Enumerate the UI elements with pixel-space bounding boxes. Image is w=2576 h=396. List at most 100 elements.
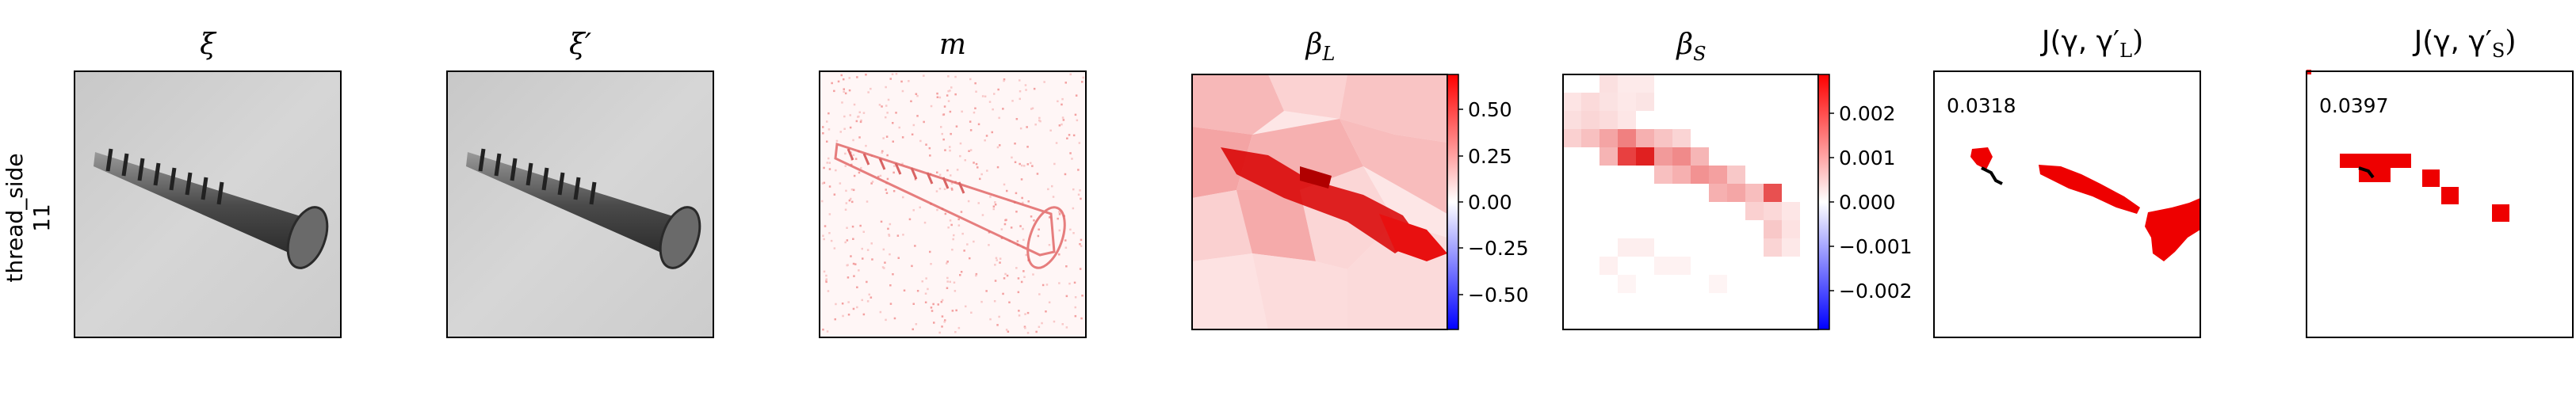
noise-speck <box>862 230 865 233</box>
noise-speck <box>834 318 836 321</box>
noise-speck <box>826 140 828 143</box>
noise-speck <box>846 239 849 242</box>
noise-speck <box>1038 293 1041 295</box>
noise-speck <box>889 253 891 256</box>
noise-speck <box>1019 127 1022 130</box>
noise-speck <box>852 139 854 142</box>
noise-speck <box>949 110 952 113</box>
noise-speck <box>912 328 914 330</box>
noise-speck <box>974 82 977 85</box>
noise-speck <box>916 94 919 97</box>
noise-speck <box>1015 267 1018 269</box>
noise-speck <box>860 166 862 169</box>
noise-speck <box>1030 162 1032 165</box>
noise-speck <box>844 241 847 244</box>
noise-speck <box>1049 129 1052 131</box>
grid-cell <box>1636 129 1654 147</box>
colorbar-S-tick-1: 0.002 <box>1839 102 1896 125</box>
noise-speck <box>855 120 858 123</box>
noise-speck <box>937 303 939 306</box>
noise-speck <box>852 238 854 240</box>
noise-speck <box>1061 103 1063 106</box>
panel-J-S-score: 0.0397 <box>2319 94 2388 117</box>
noise-speck <box>969 120 972 123</box>
noise-speck <box>892 171 895 174</box>
noise-speck <box>839 182 842 185</box>
noise-speck <box>850 151 853 154</box>
noise-speck <box>947 75 950 78</box>
noise-speck <box>843 90 845 93</box>
noise-speck <box>950 132 952 135</box>
noise-speck <box>823 166 825 169</box>
noise-speck <box>950 187 954 190</box>
noise-speck <box>944 319 946 322</box>
noise-speck <box>951 310 954 312</box>
noise-speck <box>953 281 956 284</box>
noise-speck <box>848 77 850 79</box>
grid-cell <box>1782 220 1800 238</box>
noise-speck <box>858 111 861 113</box>
noise-speck <box>1061 116 1064 119</box>
noise-speck <box>1064 173 1067 176</box>
noise-speck <box>991 131 993 134</box>
grid-cell <box>1727 166 1745 184</box>
noise-speck <box>1032 273 1034 276</box>
grid-cell <box>1636 238 1654 257</box>
grid-cell <box>1599 129 1618 147</box>
noise-speck <box>869 87 872 90</box>
noise-speck <box>821 182 824 185</box>
noise-speck <box>946 261 949 263</box>
grid-cell <box>1764 202 1782 220</box>
panel-xi-prime-frame <box>446 70 714 338</box>
colorbar-S-tick-3: 0.000 <box>1839 191 1896 214</box>
noise-speck <box>889 284 892 287</box>
noise-speck <box>1077 193 1080 196</box>
noise-speck <box>887 98 890 101</box>
noise-speck <box>1021 196 1023 200</box>
noise-speck <box>999 257 1002 260</box>
panel-J-S-title: J(γ, γ′S) <box>2413 25 2517 62</box>
grid-cell <box>1709 166 1727 184</box>
noise-speck <box>893 165 896 167</box>
grid-cell <box>1599 93 1618 111</box>
noise-speck <box>996 166 999 169</box>
noise-speck <box>992 208 995 211</box>
ground-truth-marker-S <box>2358 166 2375 179</box>
noise-speck <box>1038 326 1041 328</box>
noise-speck <box>830 239 833 242</box>
noise-speck <box>946 169 949 172</box>
noise-speck <box>949 219 952 222</box>
noise-speck <box>888 234 890 236</box>
noise-speck <box>1065 265 1068 268</box>
noise-speck <box>880 220 883 223</box>
noise-speck <box>903 289 906 291</box>
noise-speck <box>835 139 839 143</box>
noise-speck <box>969 78 972 81</box>
mask-large-regions <box>1970 147 2200 261</box>
noise-speck <box>891 73 894 75</box>
grid-cell <box>1618 275 1636 293</box>
noise-speck <box>1055 142 1058 144</box>
noise-speck <box>1072 207 1075 210</box>
mask-screw-outline <box>834 143 1066 269</box>
noise-speck <box>1006 274 1009 277</box>
noise-speck <box>1049 216 1051 219</box>
grid-cell <box>1727 184 1745 202</box>
noise-speck <box>1023 165 1026 167</box>
noise-speck <box>941 299 944 302</box>
noise-speck <box>827 290 830 292</box>
noise-speck <box>851 225 854 228</box>
noise-speck <box>827 157 830 160</box>
noise-speck <box>947 89 950 93</box>
noise-speck <box>977 166 979 169</box>
noise-speck <box>955 309 957 312</box>
noise-speck <box>885 192 889 194</box>
noise-speck <box>883 267 885 269</box>
noise-speck <box>858 136 861 139</box>
noise-speck <box>852 188 855 192</box>
noise-speck <box>849 114 851 116</box>
noise-speck <box>866 249 869 251</box>
noise-speck <box>950 174 952 177</box>
noise-speck <box>856 306 858 309</box>
